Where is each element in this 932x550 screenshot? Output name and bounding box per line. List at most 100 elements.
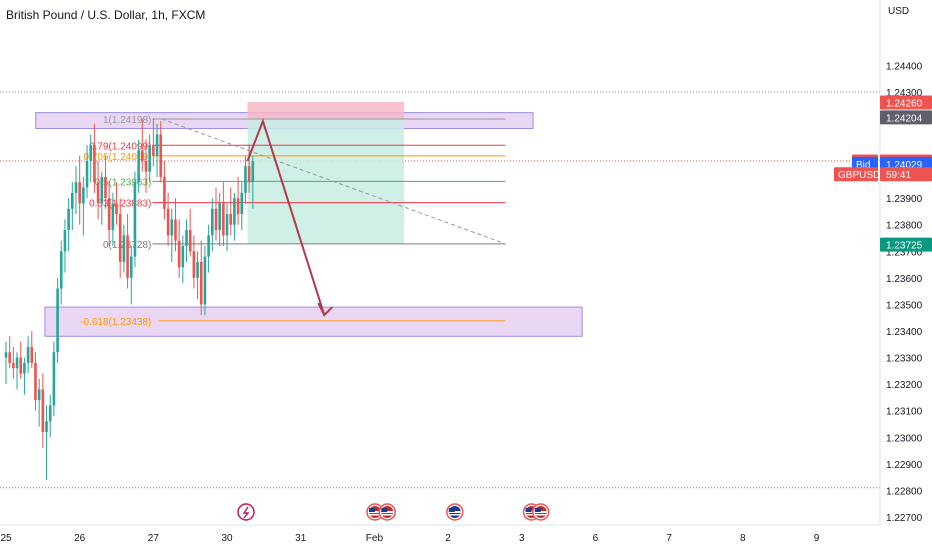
candle [48, 394, 52, 438]
currency-label: USD [888, 6, 910, 17]
candle [26, 336, 30, 374]
fib-level-label: 0.5(1.23963) [95, 177, 152, 188]
price-label: 1.23725 [880, 237, 932, 252]
y-tick-label: 1.23700 [886, 247, 923, 258]
candle [118, 198, 122, 278]
candle [15, 352, 19, 390]
candle [30, 331, 34, 369]
candle [41, 373, 45, 448]
y-tick-label: 1.22800 [886, 486, 923, 497]
candle [19, 341, 23, 379]
svg-text:1.24260: 1.24260 [886, 98, 923, 109]
candle [52, 341, 56, 417]
candle [4, 341, 8, 385]
us-flag-event-icon[interactable] [378, 503, 397, 521]
candle [170, 208, 174, 262]
candle [59, 240, 63, 305]
y-tick-label: 1.23000 [886, 433, 923, 444]
arrow-head [317, 302, 333, 317]
y-tick-label: 1.23800 [886, 221, 923, 232]
y-tick-label: 1.24400 [886, 61, 923, 72]
candle [163, 160, 166, 220]
price-label: 1.24260 [880, 95, 932, 110]
x-tick-label: 6 [593, 533, 599, 544]
y-tick-label: 1.23900 [886, 194, 923, 205]
x-tick-label: 9 [814, 533, 820, 544]
price-label: 1.24204 [880, 110, 932, 125]
candle [34, 352, 37, 411]
stop-loss-zone [247, 101, 405, 119]
candle [8, 336, 11, 369]
us-flag-event-icon[interactable] [532, 503, 550, 521]
candle [104, 155, 107, 209]
y-tick-label: 1.23600 [886, 274, 923, 285]
x-tick-label: 31 [295, 533, 307, 544]
x-tick-label: 26 [74, 533, 86, 544]
candle [177, 219, 181, 278]
fib-level-label: 0.79(1.24099) [89, 141, 151, 152]
candle [74, 166, 78, 215]
y-tick-label: 1.23200 [886, 380, 923, 391]
fib-level-label: 0.705(1.24059) [84, 152, 152, 163]
lower-demand-zone [44, 306, 583, 337]
candle [152, 118, 155, 167]
candle [100, 171, 104, 225]
candle [82, 176, 85, 236]
price-label: 59:41 GBPUSD [834, 167, 932, 182]
candle [218, 192, 221, 246]
candle [67, 198, 70, 252]
candle [174, 198, 177, 252]
candle [211, 198, 214, 252]
x-tick-label: 8 [740, 533, 746, 544]
candle [71, 182, 74, 231]
y-tick-label: 1.23400 [886, 327, 923, 338]
candle [199, 240, 203, 316]
x-tick-label: 30 [221, 533, 233, 544]
candle [45, 405, 48, 480]
candle [141, 118, 144, 172]
chart-title: British Pound / U.S. Dollar, 1h, FXCM [6, 8, 206, 22]
candle [144, 139, 148, 193]
y-tick-label: 1.23500 [886, 300, 923, 311]
candle [196, 251, 199, 300]
projection-arrow [246, 118, 326, 316]
candle [23, 357, 26, 395]
candle [251, 155, 255, 209]
candle [12, 346, 15, 379]
candle [214, 187, 218, 241]
candle [236, 176, 240, 225]
candle [63, 219, 67, 273]
candle [244, 155, 247, 204]
fib-level-label: 1(1.24198) [103, 115, 151, 126]
y-tick-label: 1.23300 [886, 354, 923, 365]
y-tick-label: 1.24300 [886, 88, 923, 99]
candle [233, 192, 236, 241]
candle [96, 160, 100, 220]
candle [185, 219, 188, 262]
candle [166, 192, 170, 246]
candle [247, 145, 251, 193]
candle [89, 134, 93, 183]
candle [78, 155, 81, 225]
y-tick-label: 1.22700 [886, 513, 923, 524]
candle [93, 123, 96, 193]
uk-flag-event-icon[interactable] [446, 503, 464, 521]
candle [85, 145, 89, 199]
y-tick-label: 1.23100 [886, 407, 923, 418]
candle [188, 208, 192, 257]
candle [240, 182, 244, 231]
svg-text:1.24029: 1.24029 [886, 160, 923, 171]
price-tag-label: Bid [856, 160, 870, 171]
candle [222, 182, 225, 246]
svg-text:59:41: 59:41 [886, 170, 911, 181]
candle [229, 187, 233, 236]
candle [107, 182, 111, 246]
candle [122, 224, 126, 273]
candle [137, 139, 140, 193]
lightning-event-icon[interactable] [237, 503, 255, 521]
candle [56, 277, 59, 363]
dashed-trend-line [161, 118, 506, 245]
candle [203, 245, 207, 316]
x-tick-label: 25 [0, 533, 12, 544]
